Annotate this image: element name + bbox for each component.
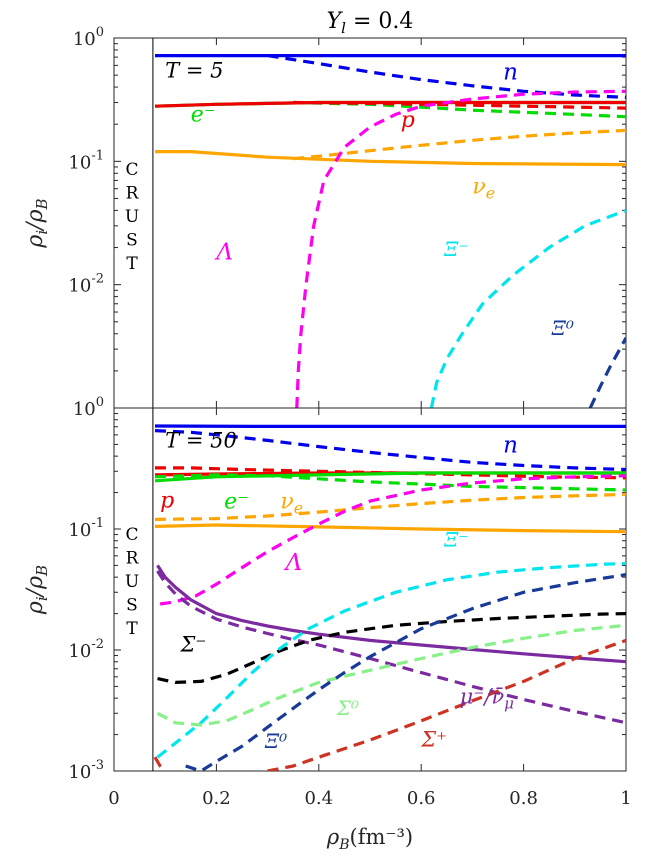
species-label: n [503,60,518,86]
crust-letter: S [126,231,138,251]
temperature-label: T = 5 [165,58,223,82]
xi-zero-dashed-line [185,573,626,771]
p-dashed-line [293,100,626,110]
xi-minus-dashed-line [156,561,626,759]
species-label: n [503,432,518,458]
species-label: Σ⁻ [180,633,207,657]
sigma-minus-dashed-line [157,612,626,685]
species-label: Ξ⁰ [264,729,287,753]
e-solid-line [154,471,626,483]
species-label: νe [280,489,303,517]
crust-letter: U [125,207,139,227]
species-label: e⁻ [191,103,216,128]
temperature-label: T = 50 [165,429,237,453]
n-dashed-line [154,429,626,472]
crust-letter: C [125,525,138,545]
species-label: p [401,108,415,133]
y-tick-label: 100 [73,395,104,420]
xi-zero-dashed-line [588,337,626,408]
series-group [153,424,626,771]
lambda-dashed-line [295,89,626,408]
x-tick-label: 0.2 [202,788,231,809]
crust-letter: T [126,619,138,639]
series-group [154,53,626,408]
lambda-dashed-line [159,474,626,606]
species-label: νe [472,174,495,202]
species-label: Λ [284,550,303,576]
y-tick-label: 10-2 [68,272,104,297]
plot-frame [113,37,627,409]
y-tick-label: 10-1 [68,148,104,173]
y-tick-label: 10-2 [68,637,104,662]
x-tick-label: 0 [108,788,119,809]
species-label: Ξ⁰ [551,316,574,340]
chart-title: Yl = 0.4 [327,9,414,37]
nu-e-dashed-line [293,128,626,161]
figure-text: 0 0.2 0.4 0.6 0.8 1 Yl = 0.4 ρB(fm⁻³) [108,9,631,853]
species-label: p [160,489,174,514]
x-tick-label: 1 [620,788,631,809]
crust-letter: C [125,160,138,180]
species-label: Σ⁰ [336,696,359,720]
nu-e-dashed-line [154,492,626,521]
species-label: μ⁻/ν̄μ [460,685,515,713]
x-tick-label: 0.4 [304,788,333,809]
x-axis-label: ρB(fm⁻³) [326,825,413,853]
e-dashed-line [154,473,626,492]
crust-letter: S [126,596,138,616]
species-label: Λ [214,239,233,265]
p-dashed-line [155,466,626,480]
y-tick-label: 10-1 [68,516,104,541]
nu-e-solid-line [155,150,626,167]
n-dashed-line [267,54,626,99]
x-tick-label: 0.8 [509,788,538,809]
plot-frame [113,407,627,772]
crust-letter: T [126,254,138,274]
species-label: Ξ⁻ [443,237,469,261]
sigma-plus-dashed-line [267,638,626,771]
crust-letter: U [125,572,139,592]
sigma-plus-dashed-line [153,756,167,771]
species-label: e⁻ [224,489,249,514]
nu-e-solid-line [154,523,626,534]
sigma-zero-dashed-line [156,623,626,727]
species-label: Ξ⁻ [443,527,469,551]
x-tick-label: 0.6 [407,788,436,809]
xi-minus-dashed-line [429,208,626,408]
crust-letter: R [126,549,140,569]
y-tick-label: 10-3 [68,758,104,783]
y-tick-label: 100 [73,25,104,50]
species-label: Σ⁺ [420,727,447,751]
mu-solid-line [156,564,626,664]
crust-letter: R [126,184,140,204]
y-axis-label: ρi/ρB [23,565,51,615]
y-axis-label: ρi/ρB [23,198,51,248]
